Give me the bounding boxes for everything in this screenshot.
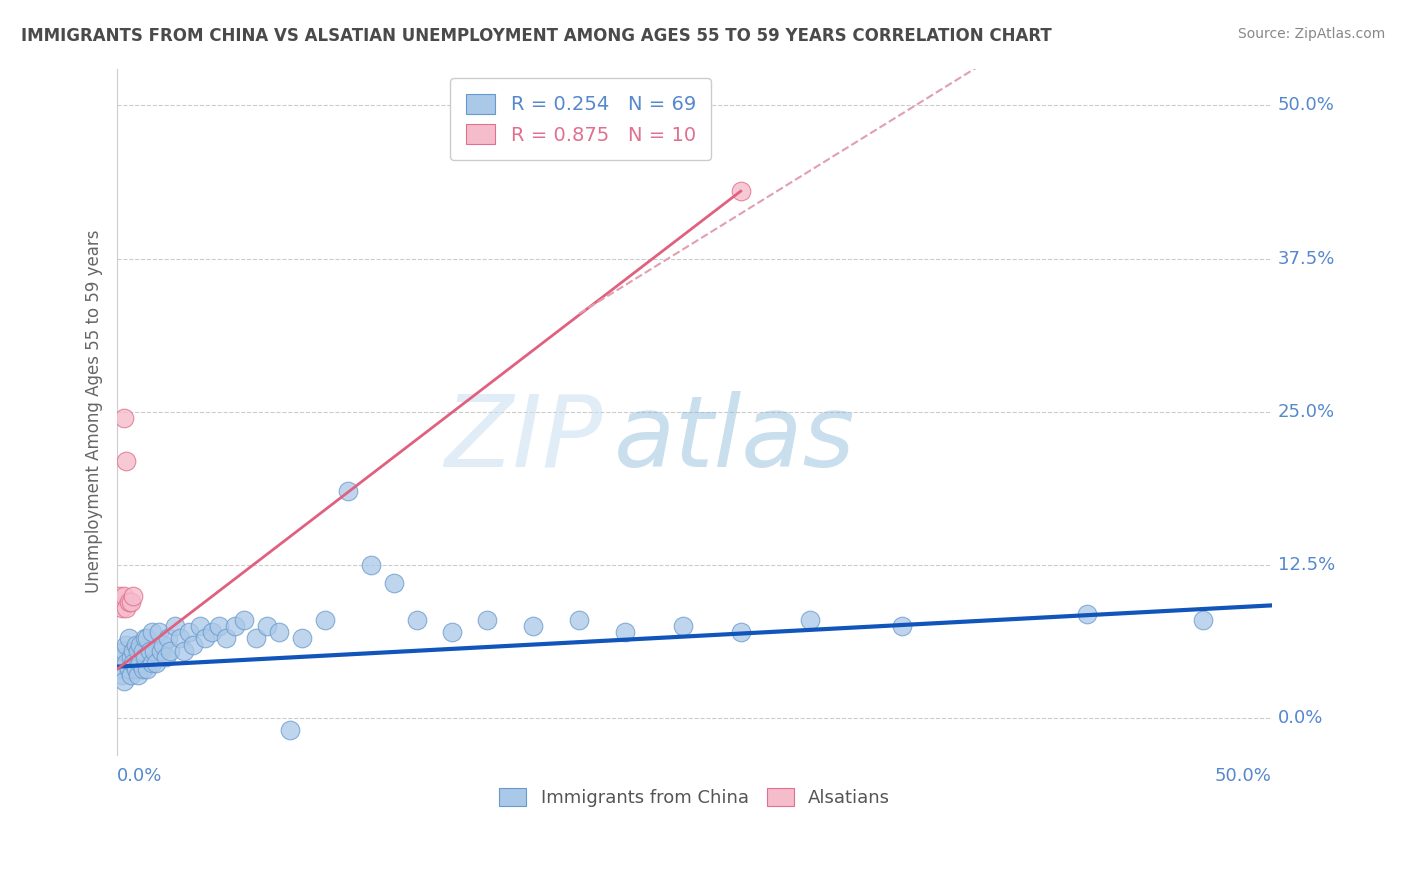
Text: ZIP: ZIP	[444, 391, 602, 488]
Point	[122, 589, 145, 603]
Point	[169, 632, 191, 646]
Point	[148, 625, 170, 640]
Point	[115, 600, 138, 615]
Point	[614, 625, 637, 640]
Point	[163, 619, 186, 633]
Point	[131, 662, 153, 676]
Point	[194, 632, 217, 646]
Point	[108, 662, 131, 676]
Text: 0.0%: 0.0%	[117, 767, 163, 785]
Point	[406, 613, 429, 627]
Point	[124, 662, 146, 676]
Point	[138, 644, 160, 658]
Point	[129, 638, 152, 652]
Point	[314, 613, 336, 627]
Point	[115, 454, 138, 468]
Point	[127, 668, 149, 682]
Point	[111, 649, 134, 664]
Point	[112, 589, 135, 603]
Text: IMMIGRANTS FROM CHINA VS ALSATIAN UNEMPLOYMENT AMONG AGES 55 TO 59 YEARS CORRELA: IMMIGRANTS FROM CHINA VS ALSATIAN UNEMPL…	[21, 27, 1052, 45]
Text: 0.0%: 0.0%	[1278, 709, 1323, 727]
Point	[136, 662, 159, 676]
Text: Source: ZipAtlas.com: Source: ZipAtlas.com	[1237, 27, 1385, 41]
Point	[672, 619, 695, 633]
Point	[183, 638, 205, 652]
Point	[118, 595, 141, 609]
Point	[108, 589, 131, 603]
Point	[360, 558, 382, 572]
Point	[111, 600, 134, 615]
Point	[201, 625, 224, 640]
Text: 50.0%: 50.0%	[1278, 96, 1334, 114]
Text: 50.0%: 50.0%	[1215, 767, 1272, 785]
Point	[141, 625, 163, 640]
Point	[112, 674, 135, 689]
Point	[150, 644, 173, 658]
Point	[177, 625, 200, 640]
Point	[233, 613, 256, 627]
Point	[118, 662, 141, 676]
Point	[1191, 613, 1213, 627]
Point	[441, 625, 464, 640]
Y-axis label: Unemployment Among Ages 55 to 59 years: Unemployment Among Ages 55 to 59 years	[86, 230, 103, 593]
Point	[127, 644, 149, 658]
Point	[120, 595, 142, 609]
Point	[112, 644, 135, 658]
Point	[475, 613, 498, 627]
Point	[208, 619, 231, 633]
Point	[129, 656, 152, 670]
Point	[245, 632, 267, 646]
Point	[141, 656, 163, 670]
Point	[122, 644, 145, 658]
Text: 12.5%: 12.5%	[1278, 556, 1334, 574]
Point	[337, 484, 360, 499]
Point	[730, 184, 752, 198]
Point	[1076, 607, 1098, 621]
Point	[156, 632, 179, 646]
Point	[136, 632, 159, 646]
Point	[382, 576, 405, 591]
Point	[112, 410, 135, 425]
Point	[224, 619, 246, 633]
Point	[267, 625, 290, 640]
Point	[124, 638, 146, 652]
Point	[111, 668, 134, 682]
Point	[730, 625, 752, 640]
Point	[280, 723, 302, 738]
Point	[159, 644, 181, 658]
Point	[115, 656, 138, 670]
Text: 25.0%: 25.0%	[1278, 402, 1334, 421]
Point	[173, 644, 195, 658]
Point	[291, 632, 314, 646]
Point	[568, 613, 591, 627]
Point	[155, 649, 177, 664]
Legend: Immigrants from China, Alsatians: Immigrants from China, Alsatians	[492, 780, 897, 814]
Point	[188, 619, 211, 633]
Point	[256, 619, 278, 633]
Point	[131, 644, 153, 658]
Text: atlas: atlas	[614, 391, 855, 488]
Point	[120, 649, 142, 664]
Point	[145, 656, 167, 670]
Point	[115, 638, 138, 652]
Point	[134, 649, 156, 664]
Point	[118, 632, 141, 646]
Point	[120, 668, 142, 682]
Point	[891, 619, 914, 633]
Point	[152, 638, 174, 652]
Point	[122, 656, 145, 670]
Text: 37.5%: 37.5%	[1278, 250, 1336, 268]
Point	[143, 644, 166, 658]
Point	[799, 613, 821, 627]
Point	[522, 619, 544, 633]
Point	[134, 632, 156, 646]
Point	[215, 632, 238, 646]
